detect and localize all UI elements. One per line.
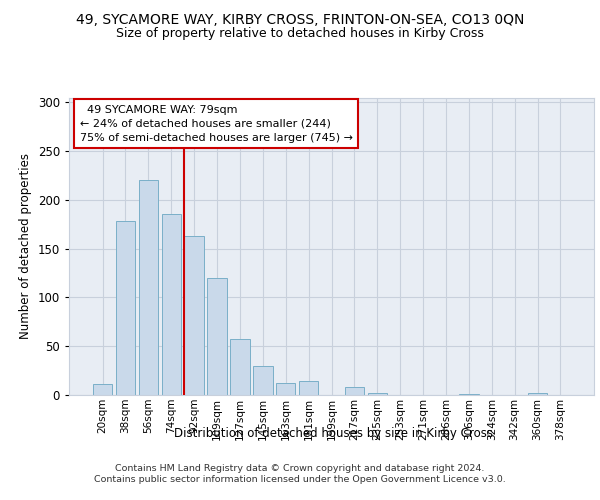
- Bar: [528, 393, 547, 395]
- Bar: [299, 382, 319, 395]
- Bar: [368, 393, 387, 395]
- Bar: [253, 366, 272, 395]
- Bar: [208, 278, 227, 395]
- Bar: [93, 384, 112, 395]
- Text: Distribution of detached houses by size in Kirby Cross: Distribution of detached houses by size …: [173, 428, 493, 440]
- Bar: [230, 340, 250, 395]
- Bar: [139, 180, 158, 395]
- Bar: [459, 394, 479, 395]
- Bar: [161, 214, 181, 395]
- Text: Contains HM Land Registry data © Crown copyright and database right 2024.: Contains HM Land Registry data © Crown c…: [115, 464, 485, 473]
- Text: Contains public sector information licensed under the Open Government Licence v3: Contains public sector information licen…: [94, 475, 506, 484]
- Bar: [184, 236, 204, 395]
- Text: Size of property relative to detached houses in Kirby Cross: Size of property relative to detached ho…: [116, 28, 484, 40]
- Text: 49, SYCAMORE WAY, KIRBY CROSS, FRINTON-ON-SEA, CO13 0QN: 49, SYCAMORE WAY, KIRBY CROSS, FRINTON-O…: [76, 12, 524, 26]
- Bar: [116, 222, 135, 395]
- Bar: [276, 384, 295, 395]
- Bar: [344, 387, 364, 395]
- Y-axis label: Number of detached properties: Number of detached properties: [19, 153, 32, 340]
- Text: 49 SYCAMORE WAY: 79sqm
← 24% of detached houses are smaller (244)
75% of semi-de: 49 SYCAMORE WAY: 79sqm ← 24% of detached…: [79, 105, 353, 143]
